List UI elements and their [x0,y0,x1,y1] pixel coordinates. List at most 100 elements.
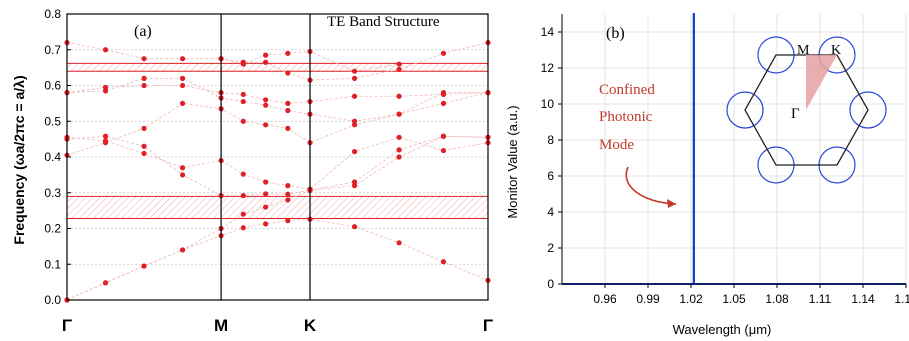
band-point [396,66,402,73]
band-point [351,122,358,128]
x-tick-label: 1.17 [894,292,909,306]
band-lines [66,42,489,301]
band-point [440,133,447,139]
band-point [440,259,447,265]
lattice-inset: M K Γ [726,36,887,184]
band-point [396,61,402,67]
y-tick-label: 6 [547,169,554,183]
y-tick-label: 0.5 [44,114,61,128]
band-point [263,179,269,185]
band-point [263,122,269,128]
band-point [351,68,358,74]
band-point [285,50,291,56]
band-point [141,143,147,149]
y-tick-label: 0.4 [44,150,61,164]
y-tick-labels: 0.0 0.1 0.2 0.3 0.4 0.5 0.6 0.7 0.8 [44,7,71,307]
band-point [141,263,147,269]
band-point [285,183,291,189]
band-line [66,218,489,301]
y-tick-label: 2 [547,241,554,255]
band-point [285,191,291,197]
band-point [263,221,269,227]
band-point [240,171,246,177]
band-point [240,118,246,124]
band-point [102,280,109,286]
x-tick-label: 0.99 [636,292,660,306]
band-point [396,147,402,153]
annotation-line-1: Confined [599,82,655,98]
x-tick-label: 1.05 [722,292,746,306]
band-point [263,97,269,103]
band-point [440,147,447,154]
band-point [440,50,447,56]
gamma-point-label: Γ [791,106,800,122]
band-point [141,125,147,131]
y-tick-label: 0.3 [44,186,61,200]
band-point [351,75,358,81]
band-point [396,111,402,117]
y-axis-label-b: Monitor Value (a.u.) [505,105,520,218]
band-points [64,40,491,303]
band-point [440,100,447,106]
band-point [240,211,246,217]
bandgap-fill [67,196,488,219]
x-axis-label: Wavelength (μm) [673,322,772,337]
panel-label-a: (a) [134,23,152,40]
y-gridlines [67,49,488,265]
band-point [263,191,269,197]
chart-title: TE Band Structure [327,14,440,30]
y-tick-label: 10 [541,97,555,111]
band-point [102,84,109,90]
band-line [66,77,488,122]
x-tick-labels: 0.96 0.99 1.02 1.05 1.08 1.11 1.14 1.17 [593,284,909,306]
band-point [179,247,186,253]
band-line [66,42,489,81]
band-point [179,82,186,89]
band-point [263,204,269,210]
band-point [396,134,402,140]
x-tick-label: 1.14 [851,292,875,306]
y-tick-label: 8 [547,133,554,147]
monitor-panel: 0 2 4 6 8 10 12 14 0.96 0.99 1.02 1.05 1.08 1.11 1.14… [505,13,909,337]
band-point [240,193,246,199]
band-point [179,100,186,106]
y-tick-label: 0.7 [44,43,61,57]
x-tick-label: 1.11 [809,292,832,306]
annotation-arrowhead [667,199,676,208]
band-point [396,154,402,160]
annotation-line-2: Photonic [599,109,653,125]
x-tick-label: M [214,316,228,335]
x-tick-label: 0.96 [593,292,617,306]
annotation-arrow [625,166,677,205]
x-tick-label: 1.02 [679,292,703,306]
band-point [141,82,147,89]
y-tick-label: 0.6 [44,79,61,93]
band-point [102,140,109,146]
band-point [141,56,147,62]
hole-circle [726,91,764,129]
band-point [240,225,246,231]
band-point [351,224,358,230]
y-tick-label: 12 [541,61,555,75]
x-tick-label: 1.08 [765,292,789,306]
band-point [102,88,109,94]
band-point [440,91,447,98]
band-point [285,70,291,76]
k-point-label: K [831,43,841,58]
band-point [240,61,246,67]
x-tick-label: Γ [62,316,72,335]
y-axis-label: Frequency (ωa/2πc = a/λ) [11,75,27,244]
band-structure-panel: 0.0 0.1 0.2 0.3 0.4 0.5 0.6 0.7 0.8 Γ M K Γ (a) TE … [11,7,493,335]
y-tick-label: 0.8 [44,7,61,21]
band-point [351,179,358,185]
y-tick-label: 4 [547,205,554,219]
band-point [240,98,246,105]
bandgap-fill [67,63,488,72]
band-point [263,102,269,108]
band-point [179,165,186,171]
band-point [351,93,358,99]
bandgap-regions [67,62,488,219]
band-point [285,100,291,106]
band-point [285,218,291,224]
